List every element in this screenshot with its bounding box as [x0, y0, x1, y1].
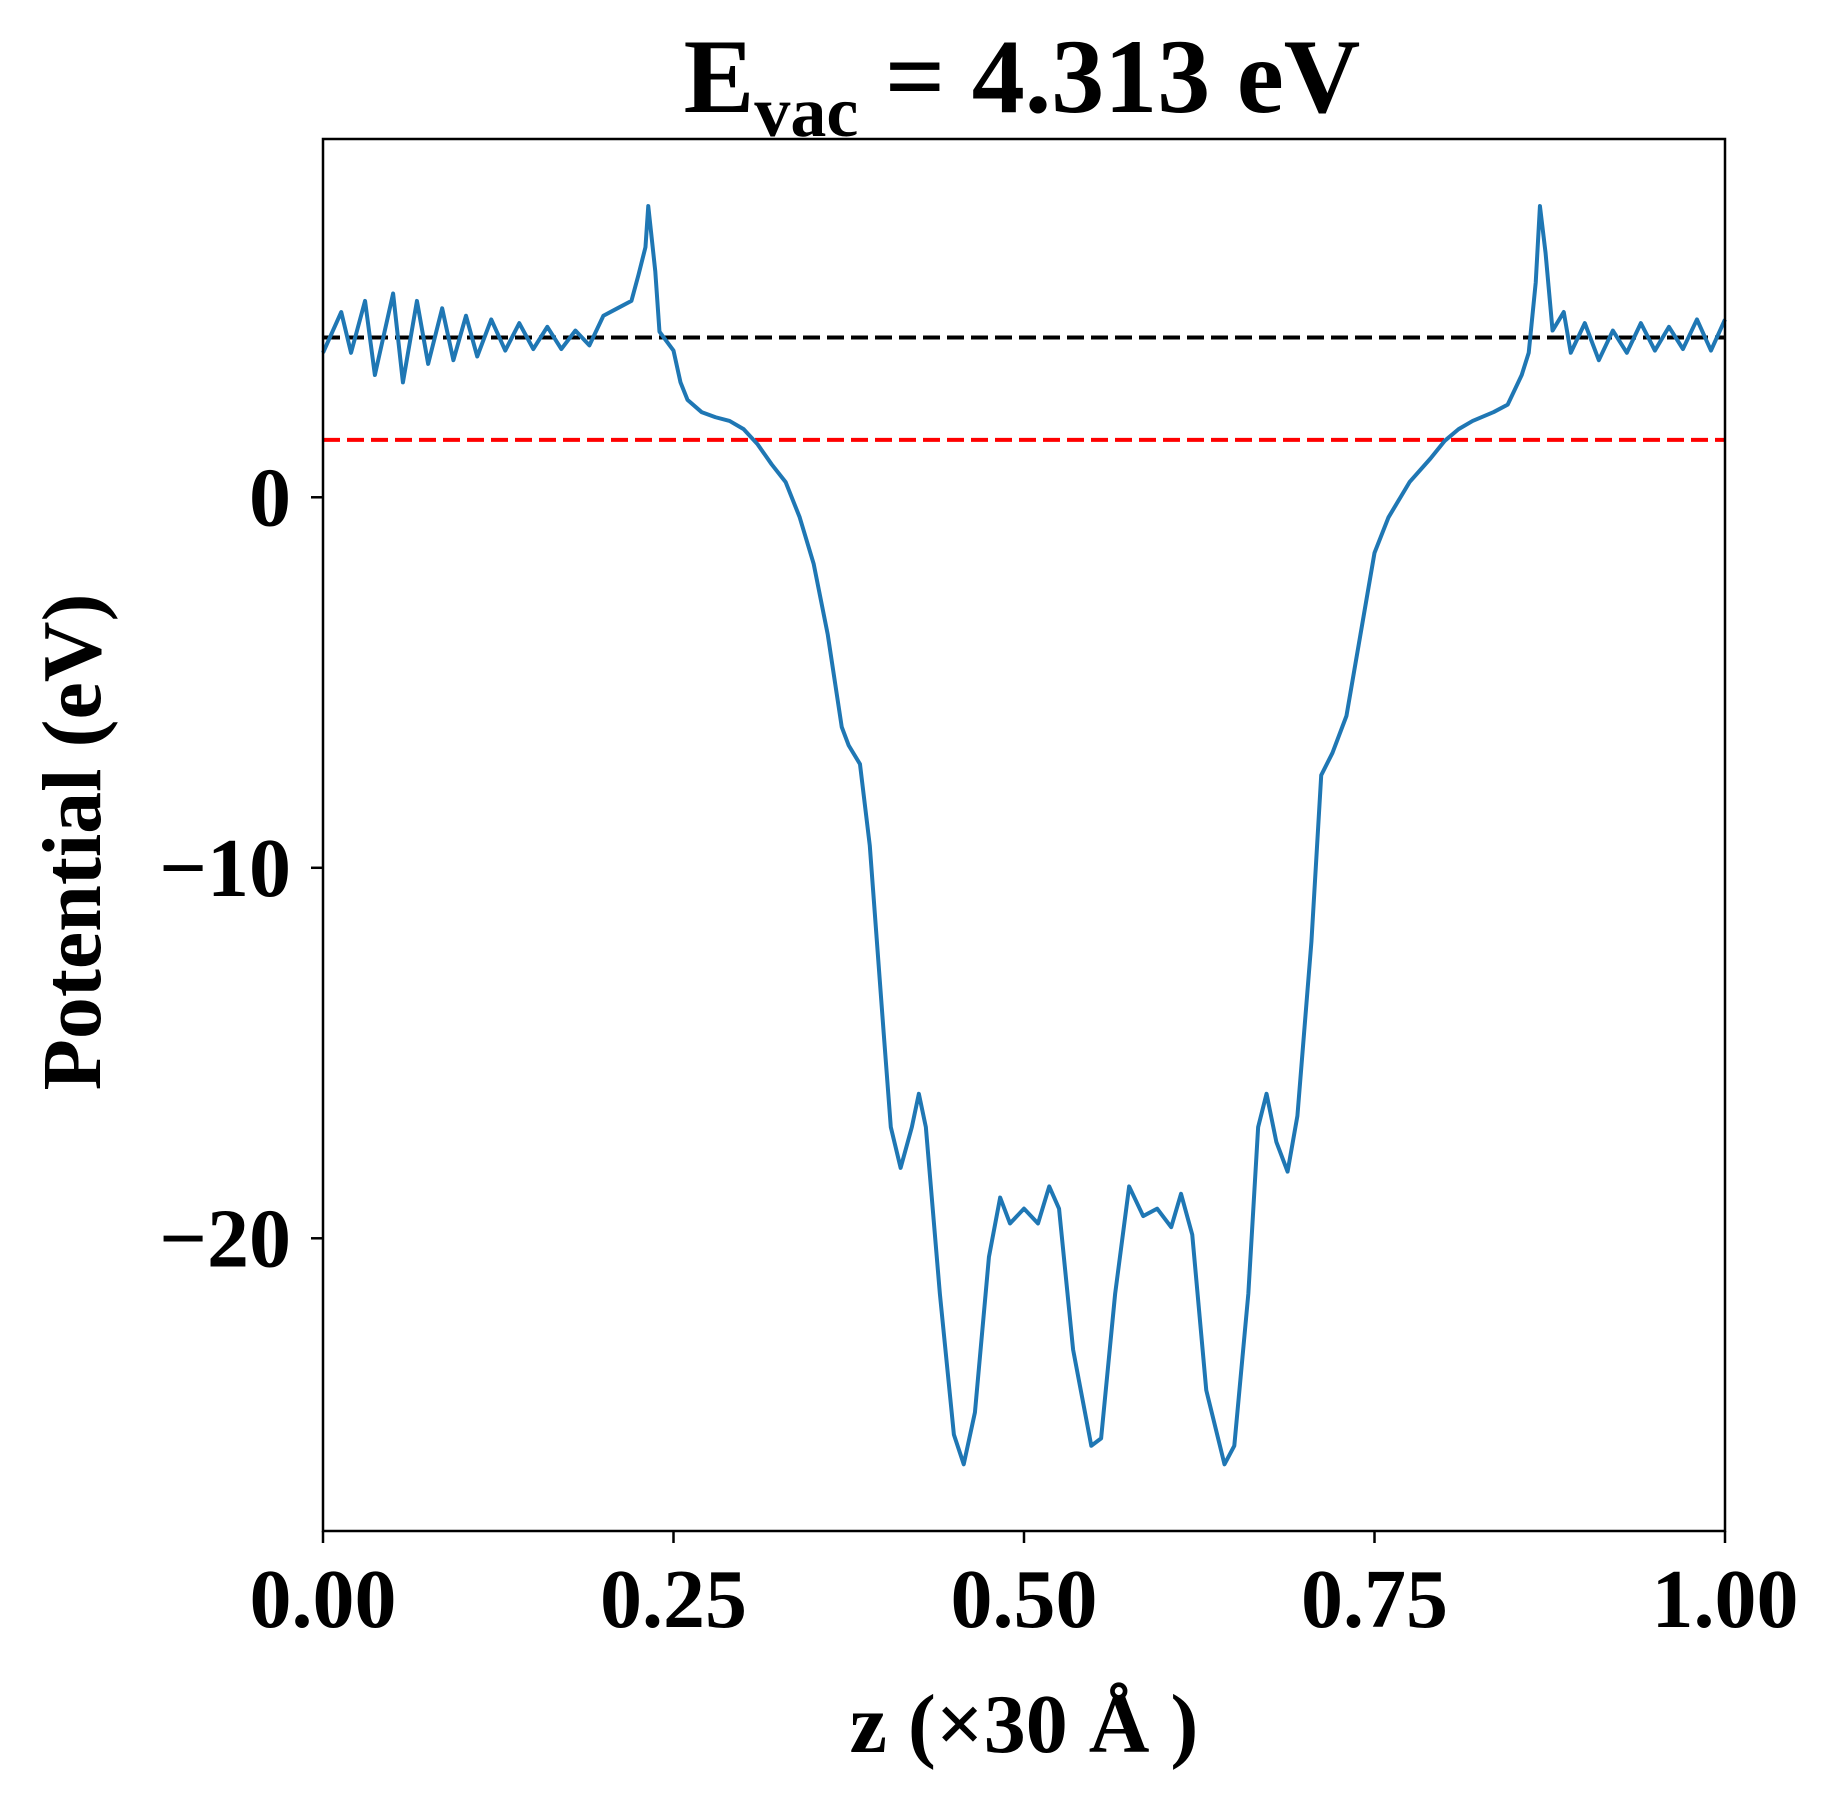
y-tick-label: 0 — [249, 451, 291, 544]
x-tick-label: 0.50 — [951, 1553, 1098, 1646]
x-tick-label: 1.00 — [1652, 1553, 1799, 1646]
plot-frame — [321, 137, 1727, 1533]
x-tick-label: 0.25 — [600, 1553, 747, 1646]
y-tick-label: −20 — [159, 1192, 291, 1285]
y-tick-label: −10 — [159, 822, 291, 915]
title-rest: = 4.313 eV — [858, 18, 1360, 135]
x-tick-label: 0.75 — [1301, 1553, 1448, 1646]
x-tick-label: 0.00 — [250, 1553, 397, 1646]
chart-title: Evac = 4.313 eV — [684, 18, 1361, 152]
data-line — [321, 204, 1727, 1467]
y-axis-label: Potential (eV) — [26, 594, 119, 1091]
x-axis-label: z (×30 Å ) — [850, 1678, 1199, 1771]
title-main: E — [684, 18, 755, 135]
